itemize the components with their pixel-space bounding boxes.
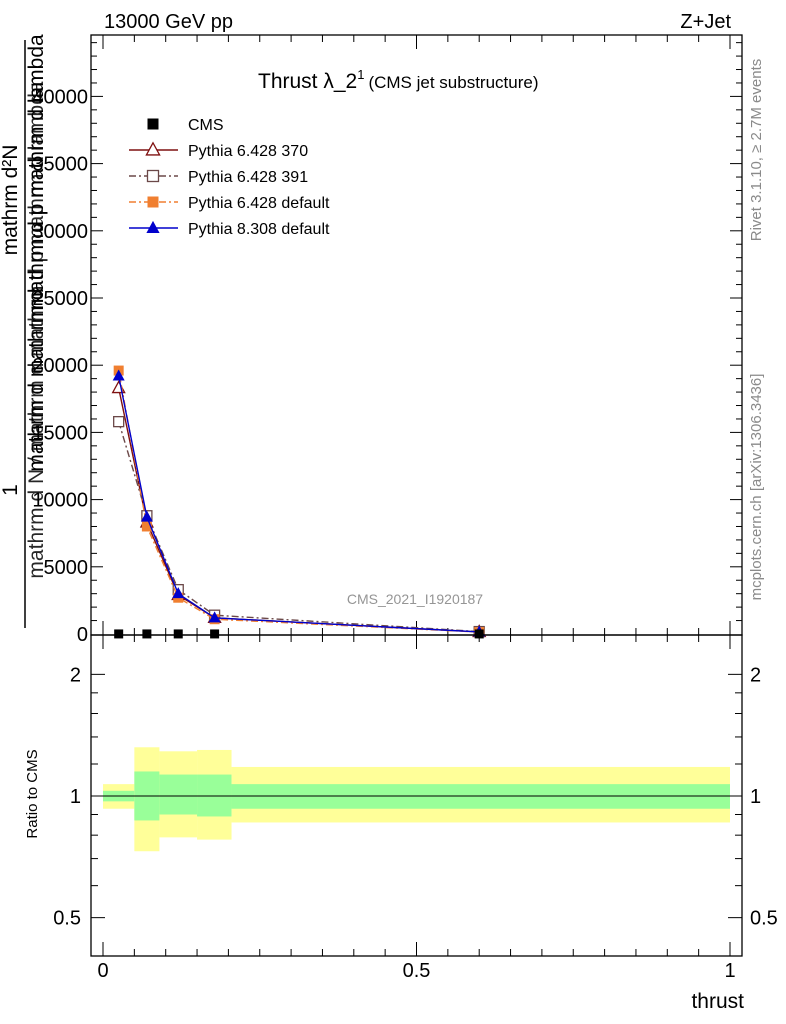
data-point (172, 587, 185, 599)
legend-label: CMS (188, 117, 224, 134)
data-point (112, 369, 125, 381)
y-label-one: 1 (0, 484, 22, 496)
legend-label: Pythia 6.428 391 (188, 169, 308, 186)
legend-item: Pythia 8.308 default (129, 220, 330, 238)
legend-marker (146, 220, 160, 233)
y-tick-label: 10000 (32, 490, 88, 512)
ratio-y-tick-label-right: 0.5 (750, 908, 778, 930)
data-point (208, 611, 221, 623)
rivet-label: Rivet 3.1.10, ≥ 2.7M events (748, 59, 765, 242)
y-tick-label: 0 (77, 624, 88, 646)
x-axis-label: thrust (691, 990, 744, 1013)
x-tick-label: 0 (97, 960, 108, 982)
legend-item: CMS (147, 117, 224, 134)
data-point (173, 629, 183, 639)
y-label-numerator: mathrm d²N (0, 145, 22, 256)
ratio-y-label: Ratio to CMS (24, 749, 41, 838)
y-tick-label: 15000 (32, 422, 88, 444)
x-tick-label: 0.5 (403, 960, 431, 982)
y-axis-label: mathrm d²N 1 mathrm d p mathrm d lambda … (0, 34, 48, 628)
ratio-inner-band (159, 774, 198, 815)
legend-item: Pythia 6.428 391 (129, 169, 308, 186)
x-axis-tick-labels: 0 0.5 1 (97, 960, 735, 982)
y-tick-label: 35000 (32, 154, 88, 176)
data-point (474, 629, 484, 639)
legend-label: Pythia 6.428 default (188, 195, 330, 212)
chart-title: Thrust λ_21 (CMS jet substructure) (258, 67, 539, 93)
series-line (118, 421, 480, 633)
data-point (140, 510, 153, 522)
y-tick-label: 25000 (32, 288, 88, 310)
legend-label: Pythia 8.308 default (188, 221, 330, 238)
x-tick-label: 1 (724, 960, 735, 982)
ratio-y-tick-label-right: 2 (750, 664, 761, 686)
legend-marker (146, 169, 160, 183)
chart-title-sub: (CMS jet substructure) (368, 73, 538, 92)
header-right: Z+Jet (680, 11, 731, 33)
chart-title-main: Thrust λ_2 (258, 70, 357, 93)
y-label-denominator: mathrm d N / mathrm d mathrm d p mathrm … (25, 81, 48, 578)
y-label-overlay-1: mathrm d p mathrm d lambda (25, 34, 48, 310)
y-tick-label: 5000 (44, 557, 89, 579)
ratio-panel: 0.5 0.5 1 1 2 2 Ratio to CMS (24, 634, 778, 957)
ratio-y-tick-label: 2 (70, 664, 81, 686)
legend-item: Pythia 6.428 default (129, 195, 330, 212)
y-label-overlay-2: mathrm d mathrm d (25, 288, 48, 471)
main-panel: 0 5000 10000 15000 20000 25000 30000 35000 40000… (0, 34, 743, 646)
legend-marker (147, 118, 159, 130)
legend-label: Pythia 6.428 370 (188, 143, 308, 160)
ratio-y-tick-label-right: 1 (750, 786, 761, 808)
data-point (141, 521, 152, 532)
chart-title-sup: 1 (357, 67, 364, 82)
data-point (113, 415, 125, 428)
legend-marker (145, 141, 161, 156)
watermark: CMS_2021_I1920187 (347, 591, 483, 607)
series-cms (114, 629, 484, 639)
main-series (111, 365, 487, 639)
legend-marker (147, 196, 159, 208)
header-left: 13000 GeV pp (104, 11, 233, 33)
mcplots-label: mcplots.cern.ch [arXiv:1306.3436] (748, 374, 765, 601)
main-axis-ticks: 0 5000 10000 15000 20000 25000 30000 35000 40000 (32, 35, 742, 646)
legend: CMS Pythia 6.428 370 Pythia 6.428 391 Pythi… (129, 117, 330, 238)
data-point (142, 629, 152, 639)
y-tick-label: 40000 (32, 86, 88, 108)
ratio-y-tick-label: 0.5 (53, 908, 81, 930)
ratio-bands (103, 747, 730, 852)
legend-item: Pythia 6.428 370 (129, 141, 308, 160)
data-point (114, 629, 124, 639)
y-tick-label: 30000 (32, 221, 88, 243)
data-point (210, 629, 220, 639)
ratio-y-tick-label: 1 (70, 786, 81, 808)
ratio-axis-ticks: 0.5 0.5 1 1 2 2 (53, 635, 778, 956)
y-tick-label: 20000 (32, 355, 88, 377)
